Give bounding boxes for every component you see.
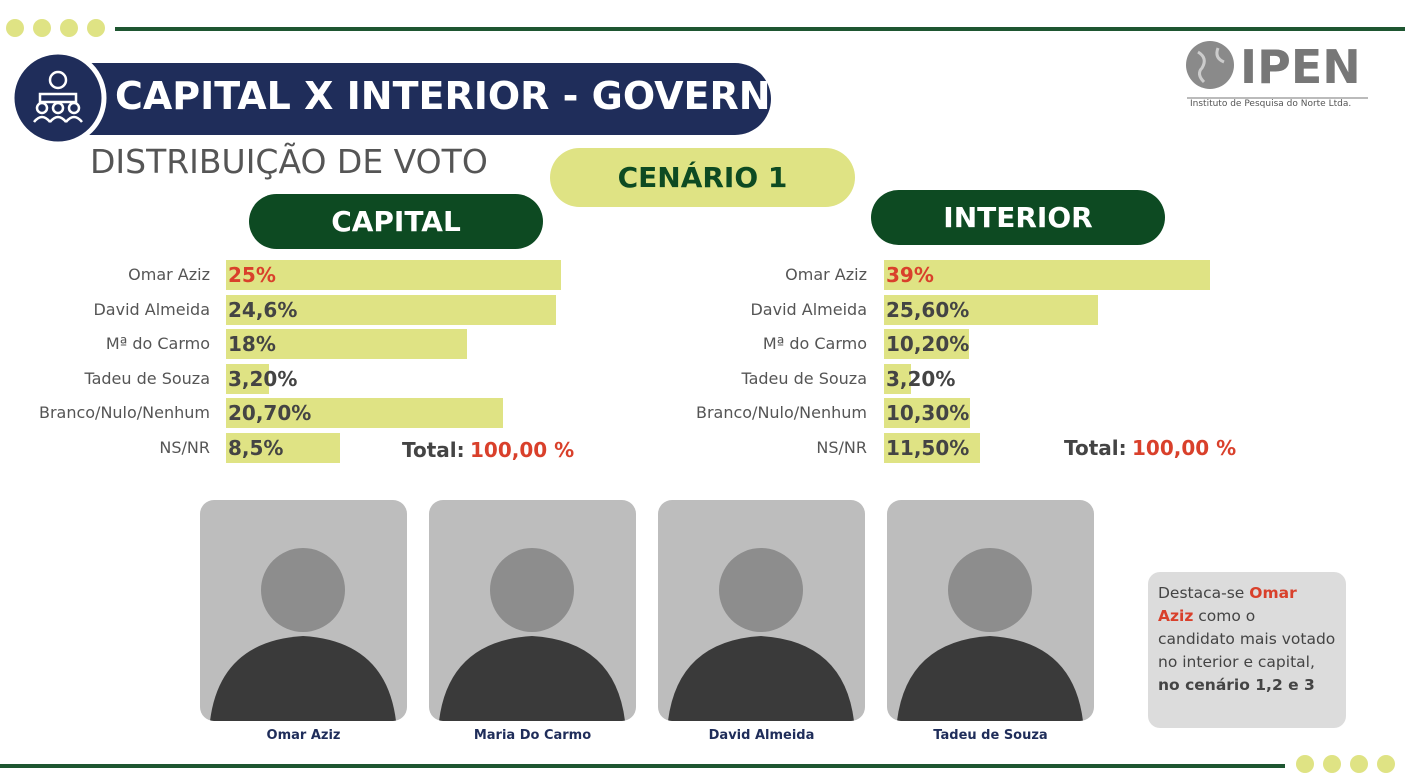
head	[948, 548, 1032, 632]
photo	[429, 500, 636, 721]
note-text: como o candidato mais votado no interior…	[1158, 607, 1336, 671]
note: Destaca-se Omar Aziz como o candidato ma…	[1148, 572, 1346, 728]
icon-circle	[9, 49, 107, 147]
icon	[33, 70, 83, 123]
category-label: David Almeida	[750, 299, 867, 319]
category-label: Branco/Nulo/Nenhum	[695, 403, 867, 422]
torso	[210, 636, 396, 721]
total-value: 100,00 %	[1132, 436, 1237, 460]
photo	[887, 500, 1094, 721]
category-label: Omar Aziz	[128, 265, 210, 284]
head	[261, 548, 345, 632]
total-value: 100,00 %	[470, 438, 575, 462]
logo-text: IPEN	[1240, 40, 1361, 94]
chart-title: INTERIOR	[871, 190, 1165, 245]
photo	[658, 500, 865, 721]
torso	[897, 636, 1083, 721]
value-label: 8,5%	[228, 435, 284, 460]
bar	[226, 432, 340, 463]
bar	[226, 398, 504, 428]
value-label: 18%	[228, 332, 276, 356]
value-label: 3,20%	[228, 366, 298, 391]
title: CAPITAL X INTERIOR - GOVERNO	[115, 74, 803, 118]
bar	[884, 432, 981, 463]
bar	[884, 398, 971, 428]
torso	[668, 636, 854, 721]
note-highlight: Omar Aziz	[1158, 584, 1297, 625]
torso	[439, 636, 625, 721]
value-label: 10,20%	[886, 332, 970, 356]
chart-title: CAPITAL	[249, 194, 543, 249]
category-label: Branco/Nulo/Nenhum	[38, 403, 210, 422]
bar	[226, 329, 468, 359]
category-label: NS/NR	[159, 437, 210, 457]
value-label: 25%	[228, 263, 276, 287]
bar	[884, 260, 1210, 290]
note-text: Destaca-se	[1158, 584, 1250, 602]
category-label: Omar Aziz	[785, 265, 867, 284]
bar	[226, 363, 269, 394]
category-label: Tadeu de Souza	[84, 368, 210, 388]
total-label: Total:	[1064, 436, 1127, 460]
category-label: NS/NR	[816, 437, 867, 457]
scenario: CENÁRIO 1	[550, 148, 855, 207]
logo-globe-lines	[1197, 47, 1225, 84]
category-label: Tadeu de Souza	[741, 368, 867, 388]
value-label: 25,60%	[886, 297, 970, 322]
dots	[6, 19, 1395, 773]
note-bold: no cenário 1,2 e 3	[1158, 676, 1315, 694]
value-label: 11,50%	[886, 435, 970, 460]
value-label: 20,70%	[228, 401, 312, 425]
logo-globe	[1186, 41, 1234, 89]
head	[490, 548, 574, 632]
portrait	[668, 548, 854, 721]
subtitle: DISTRIBUIÇÃO DE VOTO	[90, 142, 488, 181]
bar	[884, 294, 1098, 325]
value-label: 3,20%	[886, 366, 956, 391]
value-label: 10,30%	[886, 401, 970, 425]
head	[719, 548, 803, 632]
portrait	[897, 548, 1083, 721]
bar	[226, 260, 561, 290]
bar	[226, 294, 556, 325]
portrait	[439, 548, 625, 721]
photo-name: David Almeida	[708, 728, 815, 743]
logo-caption: Instituto de Pesquisa do Norte Ltda.	[1190, 99, 1352, 109]
portrait	[210, 548, 396, 721]
bar	[884, 363, 911, 394]
category-label: David Almeida	[93, 299, 210, 319]
category-label: Mª do Carmo	[762, 334, 867, 353]
value-label: 24,6%	[228, 297, 298, 322]
photo-name: Maria Do Carmo	[473, 728, 592, 743]
photo-name: Omar Aziz	[266, 728, 341, 743]
photo-name: Tadeu de Souza	[933, 728, 1048, 743]
category-label: Mª do Carmo	[105, 334, 210, 353]
title-banner	[40, 63, 771, 135]
bar	[884, 329, 970, 359]
total-label: Total:	[402, 438, 465, 462]
value-label: 39%	[886, 263, 934, 287]
photo	[200, 500, 407, 721]
